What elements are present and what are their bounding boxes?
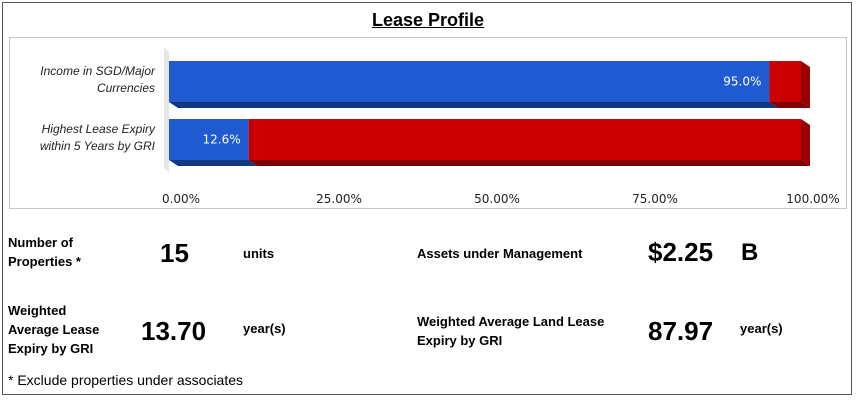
x-tick-label-2: 50.00% — [474, 192, 520, 206]
category-label-0-line-1: Income in SGD/Major — [40, 64, 156, 78]
bar-0-end — [801, 61, 810, 108]
footnote: * Exclude properties under associates — [8, 372, 244, 388]
chart-area — [9, 37, 847, 209]
walle-value: 87.97 — [648, 316, 714, 346]
properties-unit: units — [243, 246, 275, 261]
bar-1-end — [801, 119, 810, 166]
x-tick-label-4: 100.00% — [786, 192, 839, 206]
aum-value: $2.25 — [648, 237, 714, 267]
properties-value: 15 — [160, 238, 189, 268]
properties-label: Number of Properties * — [8, 233, 81, 271]
x-tick-label-3: 75.00% — [632, 192, 678, 206]
bar-1-segment-1 — [248, 119, 801, 160]
walle-label-line-1: Weighted Average Land Lease — [417, 314, 605, 329]
category-label-0-line-2: Currencies — [97, 81, 155, 95]
chart-title: Lease Profile — [371, 10, 485, 30]
bar-1-segment-1-bottom — [248, 160, 810, 166]
category-label-1-line-1: Highest Lease Expiry — [42, 122, 156, 136]
aum-label: Assets under Management — [417, 246, 583, 261]
wale-label-line-1: Weighted — [8, 303, 67, 318]
x-tick-label-1: 25.00% — [316, 192, 362, 206]
bar-1-segment-0-bottom — [169, 160, 258, 166]
x-tick-label-0: 0.00% — [162, 192, 200, 206]
bar-1-data-label: 12.6% — [203, 133, 241, 147]
bar-0-segment-0 — [169, 61, 770, 102]
properties-label-line-2: Properties * — [8, 254, 81, 269]
bar-1-segment-0 — [169, 119, 249, 160]
walle-unit: year(s) — [740, 321, 783, 336]
bar-0-segment-1 — [769, 61, 801, 102]
wale-unit: year(s) — [243, 321, 286, 336]
chart-side-wall — [164, 47, 169, 172]
wale-label-line-3: Expiry by GRI — [8, 341, 94, 356]
wale-value: 13.70 — [141, 316, 207, 346]
wale-label-line-2: Average Lease — [8, 322, 100, 337]
bar-0-segment-1-bottom — [769, 102, 810, 108]
wale-label: Weighted Average Lease Expiry by GRI — [8, 301, 99, 358]
properties-label-line-1: Number of — [8, 235, 73, 250]
walle-label-line-2: Expiry by GRI — [417, 333, 503, 348]
category-label-1-line-2: within 5 Years by GRI — [40, 139, 156, 153]
aum-unit: B — [741, 239, 759, 266]
bar-0-data-label: 95.0% — [723, 75, 761, 89]
bar-0-segment-0-bottom — [169, 102, 779, 108]
walle-label: Weighted Average Land Lease Expiry by GR… — [417, 312, 604, 350]
